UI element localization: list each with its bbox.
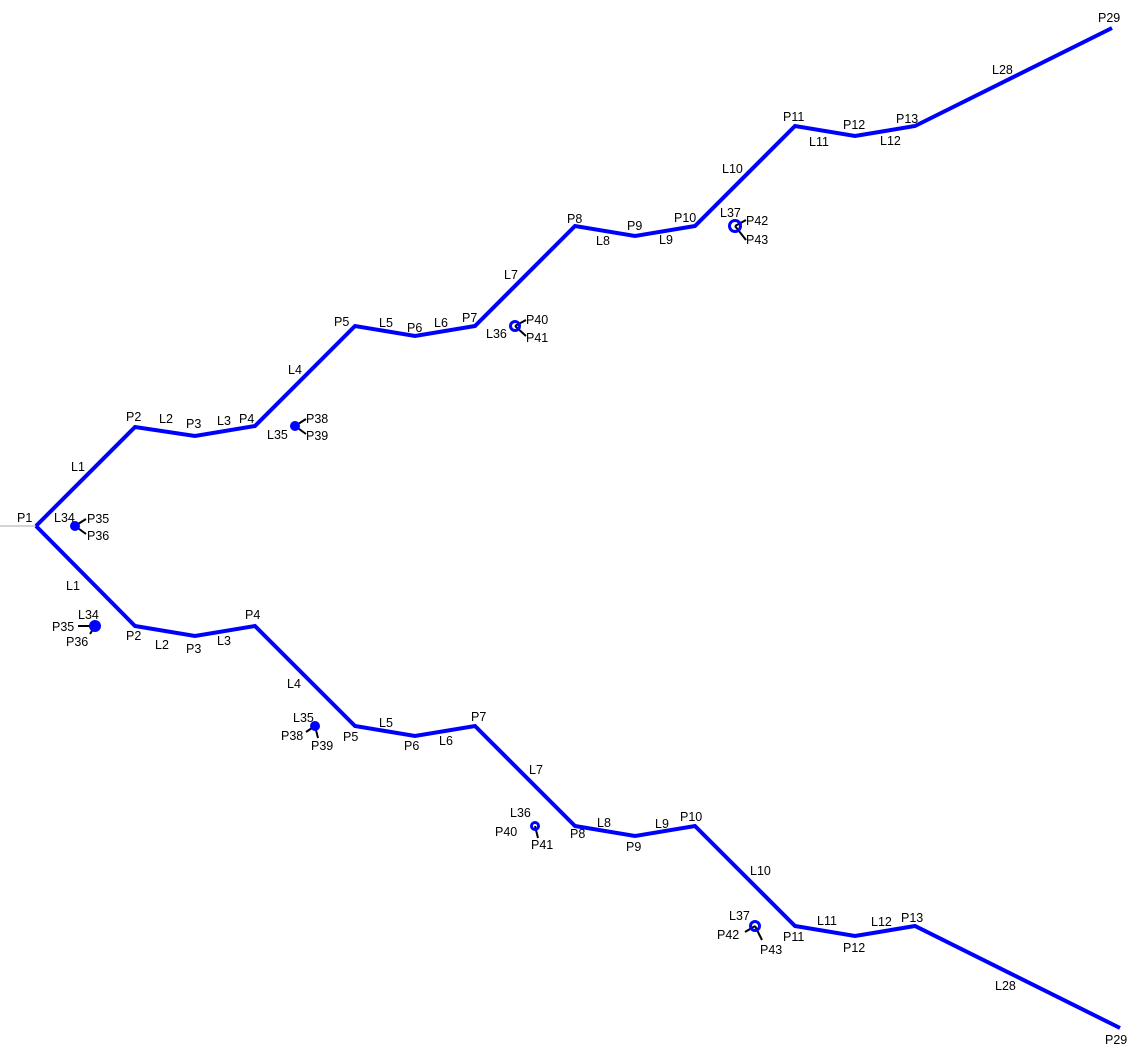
upper-label-p8: P8 — [567, 212, 582, 226]
upper-label-p7: P7 — [462, 311, 477, 325]
lower-label-p35: P35 — [52, 620, 74, 634]
lower-label-p13: P13 — [901, 911, 923, 925]
upper-label-l5: L5 — [379, 316, 393, 330]
point-marker — [89, 620, 101, 632]
lower-label-l4: L4 — [287, 677, 301, 691]
upper-label-l9: L9 — [659, 233, 673, 247]
upper-label-p9: P9 — [627, 219, 642, 233]
upper-label-l4: L4 — [288, 363, 302, 377]
lower-label-p10: P10 — [680, 810, 702, 824]
lower-label-l2: L2 — [155, 638, 169, 652]
lower-label-p7: P7 — [471, 710, 486, 724]
upper-label-p11: P11 — [783, 110, 804, 124]
upper-label-l1: L1 — [71, 460, 85, 474]
lower-label-l10: L10 — [750, 864, 771, 878]
lower-label-p43: P43 — [760, 943, 782, 957]
lower-label-p12: P12 — [843, 941, 865, 955]
upper-label-l8: L8 — [596, 234, 610, 248]
lower-label-p29: P29 — [1105, 1033, 1127, 1047]
upper-label-l34: L34 — [54, 511, 75, 525]
upper-label-l6: L6 — [434, 316, 448, 330]
lower-label-l34: L34 — [78, 608, 99, 622]
point-marker — [310, 721, 320, 731]
upper-label-l10: L10 — [722, 162, 743, 176]
upper-label-p38: P38 — [306, 412, 328, 426]
lower-label-l37: L37 — [729, 909, 750, 923]
lower-label-p42: P42 — [717, 928, 739, 942]
circle-marker — [728, 219, 742, 233]
upper-label-p36: P36 — [87, 529, 109, 543]
upper-label-p29: P29 — [1098, 11, 1120, 25]
leader-line — [754, 925, 763, 941]
upper-label-l35: L35 — [267, 428, 288, 442]
lower-label-l1: L1 — [66, 579, 80, 593]
upper-label-p40: P40 — [526, 313, 548, 327]
upper-label-p2: P2 — [126, 410, 141, 424]
lower-label-p38: P38 — [281, 729, 303, 743]
upper-label-p4: P4 — [239, 412, 254, 426]
upper-label-l28: L28 — [992, 63, 1013, 77]
lower-label-l3: L3 — [217, 634, 231, 648]
lower-label-p40: P40 — [495, 825, 517, 839]
lower-label-p2: P2 — [126, 629, 141, 643]
upper-label-p6: P6 — [407, 321, 422, 335]
upper-label-l36: L36 — [486, 327, 507, 341]
leader-line — [514, 319, 527, 327]
upper-label-p39: P39 — [306, 429, 328, 443]
upper-label-l12: L12 — [880, 134, 901, 148]
upper-label-p5: P5 — [334, 315, 349, 329]
lower-label-p5: P5 — [343, 730, 358, 744]
circle-marker — [749, 920, 761, 932]
upper-label-p35: P35 — [87, 512, 109, 526]
lower-label-p11: P11 — [783, 930, 804, 944]
lower-label-p41: P41 — [531, 838, 553, 852]
upper-label-p10: P10 — [674, 211, 696, 225]
lower-label-p36: P36 — [66, 635, 88, 649]
lower-branch-path — [34, 524, 1121, 1030]
upper-label-p42: P42 — [746, 214, 768, 228]
upper-label-p41: P41 — [526, 331, 548, 345]
lower-label-p9: P9 — [626, 840, 641, 854]
leader-line — [514, 325, 527, 337]
leader-line — [734, 225, 747, 241]
lower-label-l12: L12 — [871, 915, 892, 929]
circle-marker — [509, 320, 521, 332]
upper-label-p12: P12 — [843, 118, 865, 132]
lower-label-p4: P4 — [245, 608, 260, 622]
lower-label-l28: L28 — [995, 979, 1016, 993]
lower-label-l8: L8 — [597, 816, 611, 830]
point-marker — [70, 521, 80, 531]
upper-label-l37: L37 — [720, 206, 741, 220]
upper-label-l2: L2 — [159, 412, 173, 426]
circle-marker — [530, 821, 540, 831]
upper-label-p1: P1 — [17, 511, 32, 525]
lower-label-l7: L7 — [529, 763, 543, 777]
lower-label-p39: P39 — [311, 739, 333, 753]
lower-label-l11: L11 — [817, 914, 837, 928]
lower-label-p6: P6 — [404, 739, 419, 753]
point-marker — [290, 421, 300, 431]
upper-label-p13: P13 — [896, 112, 918, 126]
lower-label-l6: L6 — [439, 734, 453, 748]
lower-label-l35: L35 — [293, 711, 314, 725]
lower-label-l36: L36 — [510, 806, 531, 820]
upper-label-l3: L3 — [217, 414, 231, 428]
lower-label-p3: P3 — [186, 642, 201, 656]
lower-label-l5: L5 — [379, 716, 393, 730]
lower-label-l9: L9 — [655, 817, 669, 831]
upper-label-p3: P3 — [186, 417, 201, 431]
lower-label-p8: P8 — [570, 827, 585, 841]
upper-label-l7: L7 — [504, 268, 518, 282]
upper-branch-path — [34, 26, 1113, 528]
upper-label-p43: P43 — [746, 233, 768, 247]
upper-label-l11: L11 — [809, 135, 829, 149]
